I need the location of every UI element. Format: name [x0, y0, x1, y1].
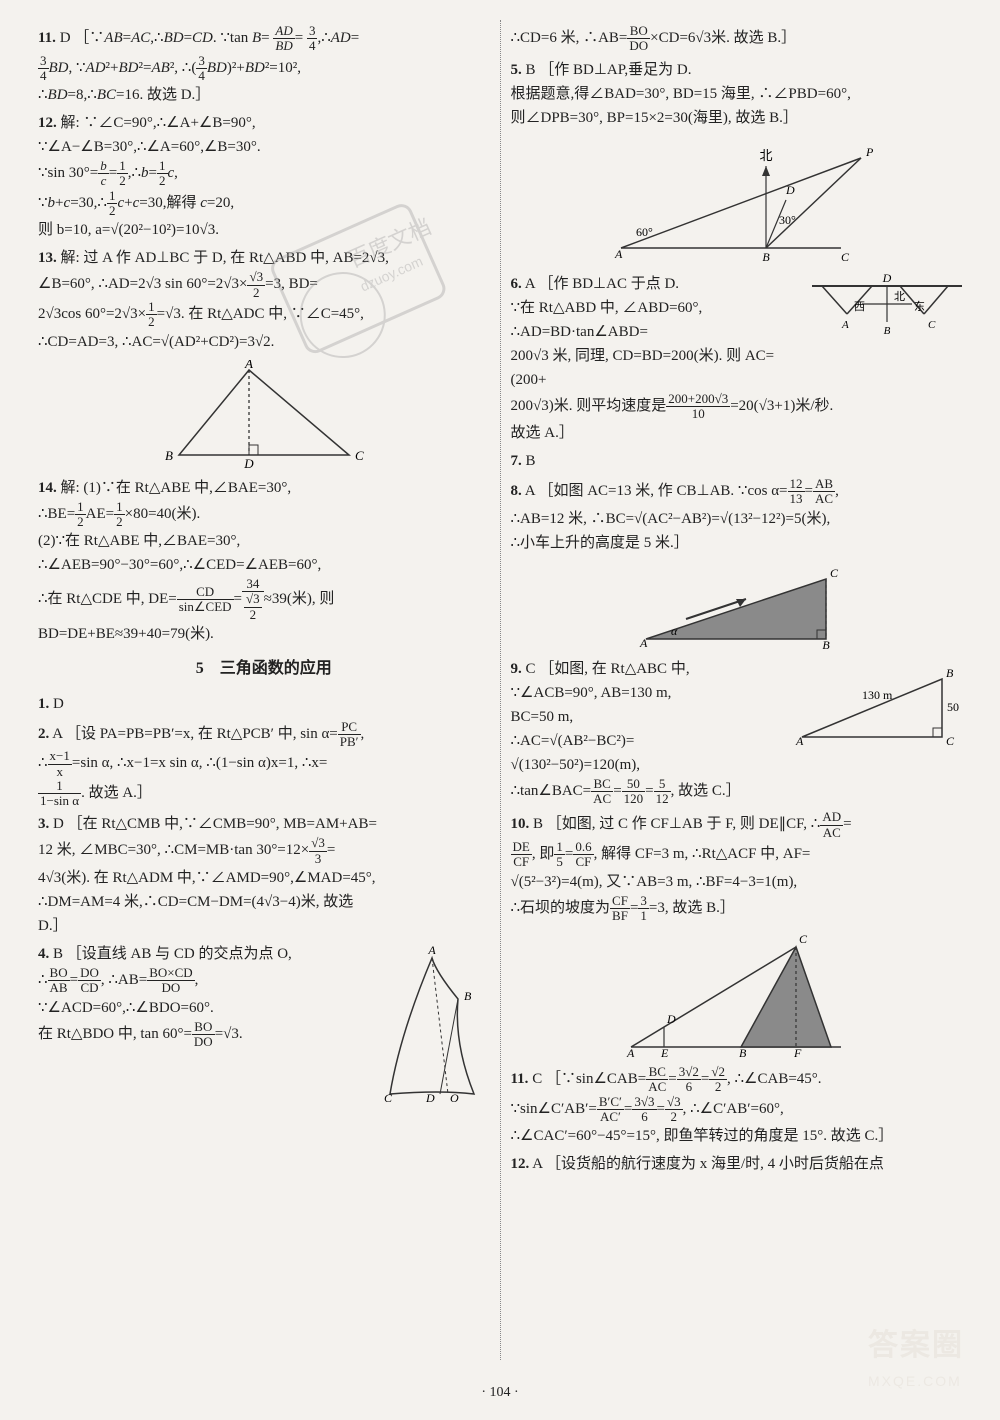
svg-text:D: D — [666, 1012, 676, 1026]
svg-text:D: D — [882, 274, 892, 285]
problem-7: 7. B — [511, 449, 963, 473]
problem-4: A B C D O 4. B ［设直线 AB 与 CD 的交点为点 O, ∴BO… — [38, 942, 490, 1106]
problem-number: 14. — [38, 480, 57, 496]
svg-text:60°: 60° — [636, 225, 653, 239]
svg-text:A: A — [614, 247, 623, 261]
problem-5: 5. B ［作 BD⊥AP,垂足为 D. 根据题意,得∠BAD=30°, BD=… — [511, 58, 963, 266]
svg-text:C: C — [799, 932, 808, 946]
svg-text:F: F — [793, 1046, 802, 1059]
svg-text:A: A — [427, 944, 436, 957]
svg-text:30°: 30° — [779, 213, 796, 227]
svg-text:B: B — [739, 1046, 747, 1059]
problem-6-figure: D 北 东 西 A B C — [812, 274, 962, 354]
problem-9-figure: 130 m 50 m A B C — [792, 659, 962, 749]
problem-number: 11. — [38, 30, 56, 46]
problem-12r: 12. A ［设货船的航行速度为 x 海里/时, 4 小时后货船在点 — [511, 1152, 963, 1176]
svg-text:西: 西 — [854, 301, 865, 313]
svg-text:B: B — [823, 638, 831, 651]
watermark-sub: MXQE.COM — [868, 1370, 964, 1392]
problem-5-figure: 北 60° 30° A B C D P — [591, 136, 881, 266]
svg-text:A: A — [244, 360, 253, 371]
problem-answer: D — [60, 30, 71, 46]
problem-4-cont: ∴CD=6 米, ∴AB=BODO×CD=6√3米. 故选 B.］ — [511, 24, 963, 54]
section-title: 5 三角函数的应用 — [38, 656, 490, 682]
svg-text:D: D — [785, 183, 795, 197]
solution-lead: 解: — [61, 115, 80, 131]
problem-1: 1. D — [38, 692, 490, 716]
problem-8-figure: A B C α — [626, 561, 846, 651]
problem-4-figure: A B C D O — [370, 944, 490, 1104]
watermark-main: 答案圈 — [868, 1322, 964, 1370]
svg-text:C: C — [384, 1091, 393, 1104]
page-number: · 104 · — [0, 1382, 1000, 1404]
svg-text:B: B — [464, 989, 472, 1003]
svg-text:A: A — [626, 1046, 635, 1059]
svg-text:东: 东 — [914, 300, 925, 313]
problem-13: 13. 解: 过 A 作 AD⊥BC 于 D, 在 Rt△ABD 中, AB=2… — [38, 246, 490, 469]
svg-text:B: B — [165, 448, 173, 463]
svg-text:C: C — [928, 319, 936, 331]
svg-text:α: α — [671, 624, 678, 638]
problem-number: 12. — [38, 115, 57, 131]
problem-8: 8. A ［如图 AC=13 米, 作 CB⊥AB. ∵cos α=1213=A… — [511, 477, 963, 651]
problem-11: 11. D ［∵AB=AC,∴BD=CD. ∵tan B= ADBD= 34,∴… — [38, 24, 490, 107]
svg-text:50 m: 50 m — [947, 700, 962, 714]
svg-text:B: B — [946, 666, 954, 680]
svg-text:130 m: 130 m — [862, 688, 893, 702]
svg-text:B: B — [763, 250, 771, 264]
problem-12: 12. 解: ∵∠C=90°,∴∠A+∠B=90°, ∵∠A−∠B=30°,∴∠… — [38, 111, 490, 242]
problem-14: 14. 解: (1)∵在 Rt△ABE 中,∠BAE=30°, ∴BE=12AE… — [38, 476, 490, 646]
svg-text:E: E — [660, 1046, 669, 1059]
svg-text:A: A — [841, 319, 849, 331]
problem-number: 13. — [38, 250, 57, 266]
svg-text:C: C — [841, 250, 850, 264]
svg-text:C: C — [355, 448, 364, 463]
svg-text:C: C — [946, 734, 955, 748]
svg-text:D: D — [243, 456, 254, 470]
watermark: 答案圈 MXQE.COM — [868, 1322, 964, 1392]
svg-text:P: P — [865, 145, 874, 159]
problem-6: D 北 东 西 A B C 6. A ［作 BD⊥AC 于点 D. ∵在 Rt△… — [511, 272, 963, 446]
svg-text:北: 北 — [760, 148, 773, 163]
svg-text:B: B — [884, 325, 891, 337]
solution-lead: 解: — [61, 480, 80, 496]
svg-text:O: O — [450, 1091, 459, 1104]
svg-text:D: D — [425, 1091, 435, 1104]
problem-2: 2. A ［设 PA=PB=PB′=x, 在 Rt△PCB′ 中, sin α=… — [38, 720, 490, 809]
solution-lead: 解: — [61, 250, 80, 266]
problem-11r: 11. C ［∵sin∠CAB=BCAC=3√26=√22, ∴∠CAB=45°… — [511, 1065, 963, 1148]
problem-9: 130 m 50 m A B C 9. C ［如图, 在 Rt△ABC 中, ∵… — [511, 657, 963, 807]
problem-10-figure: A E D B F C — [621, 929, 851, 1059]
svg-text:C: C — [830, 566, 839, 580]
left-column: 11. D ［∵AB=AC,∴BD=CD. ∵tan B= ADBD= 34,∴… — [28, 20, 501, 1360]
triangle-figure-13: A B C D — [159, 360, 369, 470]
problem-10: 10. B ［如图, 过 C 作 CF⊥AB 于 F, 则 DE∥CF, ∴AD… — [511, 810, 963, 1059]
svg-text:A: A — [795, 734, 804, 748]
svg-text:A: A — [639, 636, 648, 650]
svg-text:北: 北 — [894, 290, 905, 303]
right-column: ∴CD=6 米, ∴AB=BODO×CD=6√3米. 故选 B.］ 5. B ［… — [501, 20, 973, 1360]
problem-3: 3. D ［在 Rt△CMB 中,∵∠CMB=90°, MB=AM+AB= 12… — [38, 812, 490, 938]
